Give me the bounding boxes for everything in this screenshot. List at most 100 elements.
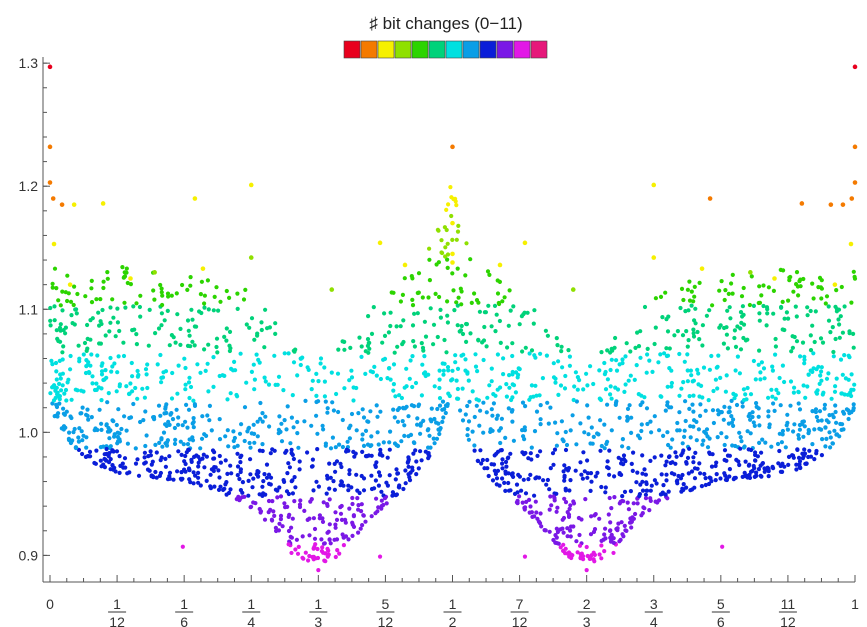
data-point xyxy=(538,417,543,422)
data-point xyxy=(334,391,339,397)
data-point xyxy=(52,385,58,391)
data-point xyxy=(409,403,414,408)
data-point xyxy=(406,414,411,419)
data-point xyxy=(117,454,122,459)
data-point xyxy=(684,460,689,465)
data-point xyxy=(350,495,355,501)
data-point xyxy=(406,472,411,477)
data-point xyxy=(620,357,625,362)
data-point xyxy=(757,284,762,289)
data-point xyxy=(627,520,633,525)
data-point xyxy=(475,369,480,374)
data-point xyxy=(598,418,603,423)
data-point xyxy=(755,454,761,459)
data-point xyxy=(642,304,648,310)
data-point xyxy=(521,477,526,482)
data-point xyxy=(730,291,735,296)
data-point xyxy=(395,471,400,476)
data-point xyxy=(310,457,315,462)
data-point xyxy=(426,445,431,450)
data-point xyxy=(648,496,653,501)
data-point xyxy=(819,378,824,383)
data-point xyxy=(715,386,720,391)
data-point xyxy=(481,357,486,363)
data-point xyxy=(134,301,139,306)
data-point xyxy=(208,486,213,491)
data-point xyxy=(607,448,612,453)
data-point xyxy=(90,316,95,321)
data-point xyxy=(414,459,419,464)
data-point xyxy=(699,484,705,489)
data-point xyxy=(794,339,800,344)
data-point xyxy=(748,417,753,422)
data-point xyxy=(724,476,730,481)
data-point xyxy=(366,419,371,424)
data-point xyxy=(675,420,680,426)
data-point xyxy=(805,305,810,310)
data-point xyxy=(811,351,816,356)
data-point xyxy=(312,536,318,541)
data-point xyxy=(285,404,290,409)
data-point xyxy=(116,439,121,444)
data-point xyxy=(450,368,455,373)
data-point xyxy=(649,430,654,435)
data-point xyxy=(603,526,608,531)
data-point xyxy=(150,474,155,479)
data-point xyxy=(838,314,843,319)
data-point xyxy=(318,356,324,361)
data-point xyxy=(823,425,828,430)
data-point xyxy=(369,486,375,492)
data-point xyxy=(104,423,109,428)
data-point xyxy=(99,386,104,391)
data-point xyxy=(520,500,525,505)
data-point xyxy=(543,328,549,333)
data-point xyxy=(814,414,820,420)
data-point-27 xyxy=(248,255,254,260)
data-point xyxy=(468,257,473,262)
data-point xyxy=(235,291,240,296)
data-point xyxy=(374,460,379,465)
data-point xyxy=(774,387,779,392)
data-point xyxy=(513,390,519,395)
data-point xyxy=(340,444,345,450)
data-point xyxy=(434,436,440,441)
data-point xyxy=(300,555,305,560)
data-point xyxy=(787,275,792,280)
data-point xyxy=(621,462,626,467)
data-point xyxy=(99,321,104,327)
data-point xyxy=(520,400,526,405)
data-point xyxy=(845,392,850,397)
data-point xyxy=(288,441,293,446)
data-point xyxy=(810,442,815,447)
data-point xyxy=(256,469,261,474)
data-point xyxy=(164,440,170,445)
data-point xyxy=(441,372,446,377)
data-point xyxy=(115,320,120,325)
data-point xyxy=(667,454,672,459)
data-point xyxy=(581,387,586,392)
data-point xyxy=(305,450,310,455)
data-point xyxy=(808,308,813,314)
data-point xyxy=(455,366,461,371)
data-point-24 xyxy=(450,251,455,257)
data-point xyxy=(719,410,724,415)
data-point xyxy=(538,449,543,454)
data-point xyxy=(763,440,768,445)
data-point xyxy=(690,402,695,407)
data-point xyxy=(687,279,692,284)
x-tick-den-3: 4 xyxy=(247,614,255,627)
data-point xyxy=(469,300,474,305)
data-point xyxy=(256,357,261,362)
data-point xyxy=(764,323,769,328)
data-point xyxy=(572,384,577,389)
data-point xyxy=(72,284,77,289)
data-point xyxy=(707,367,713,372)
data-point xyxy=(573,468,578,473)
data-point xyxy=(833,409,838,415)
data-point xyxy=(545,333,551,338)
data-point xyxy=(392,350,397,355)
data-point xyxy=(614,526,619,532)
data-point xyxy=(318,361,323,366)
data-point xyxy=(154,475,159,480)
data-point-low-6 xyxy=(180,544,185,549)
